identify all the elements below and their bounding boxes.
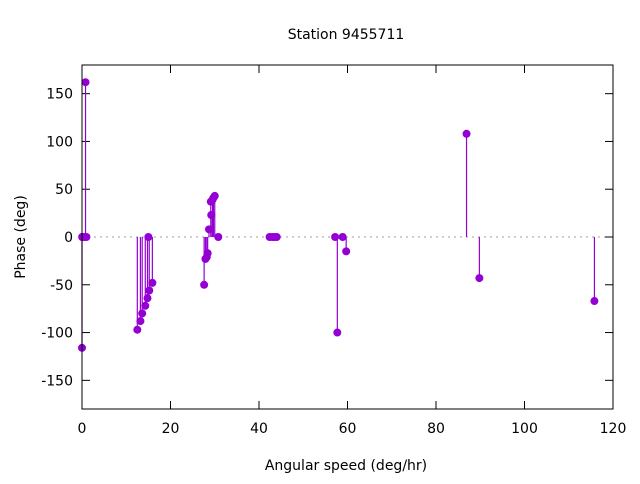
y-tick-label: -100 [41, 326, 73, 342]
y-tick-label: 150 [46, 87, 73, 103]
chart-title: Station 9455711 [288, 27, 405, 43]
data-point [82, 233, 91, 241]
y-tick-label: 50 [55, 182, 73, 198]
x-tick-label: 60 [339, 421, 357, 437]
data-point [214, 233, 223, 241]
data-point [141, 301, 150, 310]
x-axis-label: Angular speed (deg/hr) [265, 458, 427, 474]
x-tick-label: 20 [162, 421, 180, 437]
data-point [333, 328, 342, 337]
x-tick-label: 80 [427, 421, 445, 437]
data-point [133, 325, 142, 334]
data-point [143, 294, 152, 303]
y-axis-label: Phase (deg) [13, 195, 29, 279]
data-point [138, 309, 147, 318]
data-point [590, 297, 599, 306]
data-point [210, 191, 219, 200]
x-tick-label: 0 [78, 421, 87, 437]
data-point [462, 129, 471, 138]
x-tick-label: 40 [250, 421, 268, 437]
y-tick-label: 0 [64, 230, 73, 246]
y-tick-label: -150 [41, 373, 73, 389]
x-tick-label: 100 [511, 421, 538, 437]
plot-frame [81, 64, 614, 410]
y-tick-label: -50 [50, 278, 73, 294]
data-point [475, 274, 484, 283]
data-point [136, 317, 145, 326]
data-point [200, 280, 209, 289]
data-point [148, 278, 157, 287]
data-point [203, 249, 212, 258]
data-point [272, 233, 281, 241]
data-point [342, 247, 351, 256]
y-tick-label: 100 [46, 134, 73, 150]
data-point [144, 233, 153, 241]
data-point [145, 286, 154, 295]
x-tick-label: 120 [600, 421, 627, 437]
data-point [338, 233, 347, 241]
data-point [81, 78, 90, 87]
